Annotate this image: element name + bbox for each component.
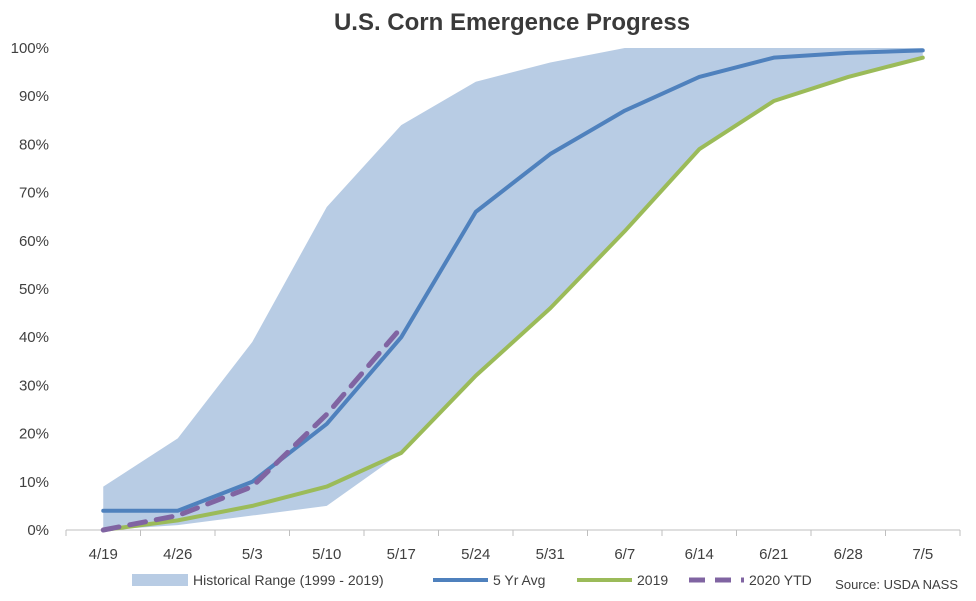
y-tick-label: 100%: [11, 40, 49, 57]
y-tick-label: 70%: [19, 185, 49, 202]
x-tick-label: 5/17: [387, 546, 416, 563]
x-tick-label: 6/21: [759, 546, 788, 563]
historical-range-area: [103, 48, 923, 530]
x-tick-label: 6/7: [614, 546, 635, 563]
plot-area: 0% 10% 20% 30% 40% 50% 60% 70% 80% 90% 100% 4/19 4/2…: [11, 40, 961, 563]
chart-title: U.S. Corn Emergence Progress: [334, 9, 690, 36]
x-tick-label: 6/14: [685, 546, 714, 563]
legend: Historical Range (1999 - 2019) 5 Yr Avg 20…: [132, 572, 812, 588]
legend-label-2019: 2019: [637, 572, 668, 588]
series-line-5-yr-avg: [101, 48, 925, 513]
legend-label-historical-range: Historical Range (1999 - 2019): [193, 572, 384, 588]
x-tick-label: 4/26: [163, 546, 192, 563]
y-tick-label: 80%: [19, 136, 49, 153]
y-tick-label: 10%: [19, 474, 49, 491]
x-tick-label: 5/10: [312, 546, 341, 563]
y-tick-label: 50%: [19, 281, 49, 298]
legend-label-2020-ytd: 2020 YTD: [749, 572, 812, 588]
legend-label-5-yr-avg: 5 Yr Avg: [493, 572, 545, 588]
y-tick-label: 0%: [27, 522, 49, 539]
x-tick-label: 5/3: [242, 546, 263, 563]
y-tick-label: 90%: [19, 88, 49, 105]
legend-swatch-historical-range: [132, 574, 188, 586]
series-line-2019: [101, 55, 925, 532]
series-line-2020-ytd: [100, 325, 404, 533]
y-tick-label: 30%: [19, 377, 49, 394]
y-tick-label: 60%: [19, 233, 49, 250]
x-tick-label: 6/28: [834, 546, 863, 563]
x-tick-label: 7/5: [912, 546, 933, 563]
source-label: Source: USDA NASS: [835, 577, 958, 592]
x-tick-label: 5/31: [536, 546, 565, 563]
y-tick-label: 40%: [19, 329, 49, 346]
x-tick-label: 4/19: [89, 546, 118, 563]
y-tick-label: 20%: [19, 426, 49, 443]
x-tick-label: 5/24: [461, 546, 490, 563]
